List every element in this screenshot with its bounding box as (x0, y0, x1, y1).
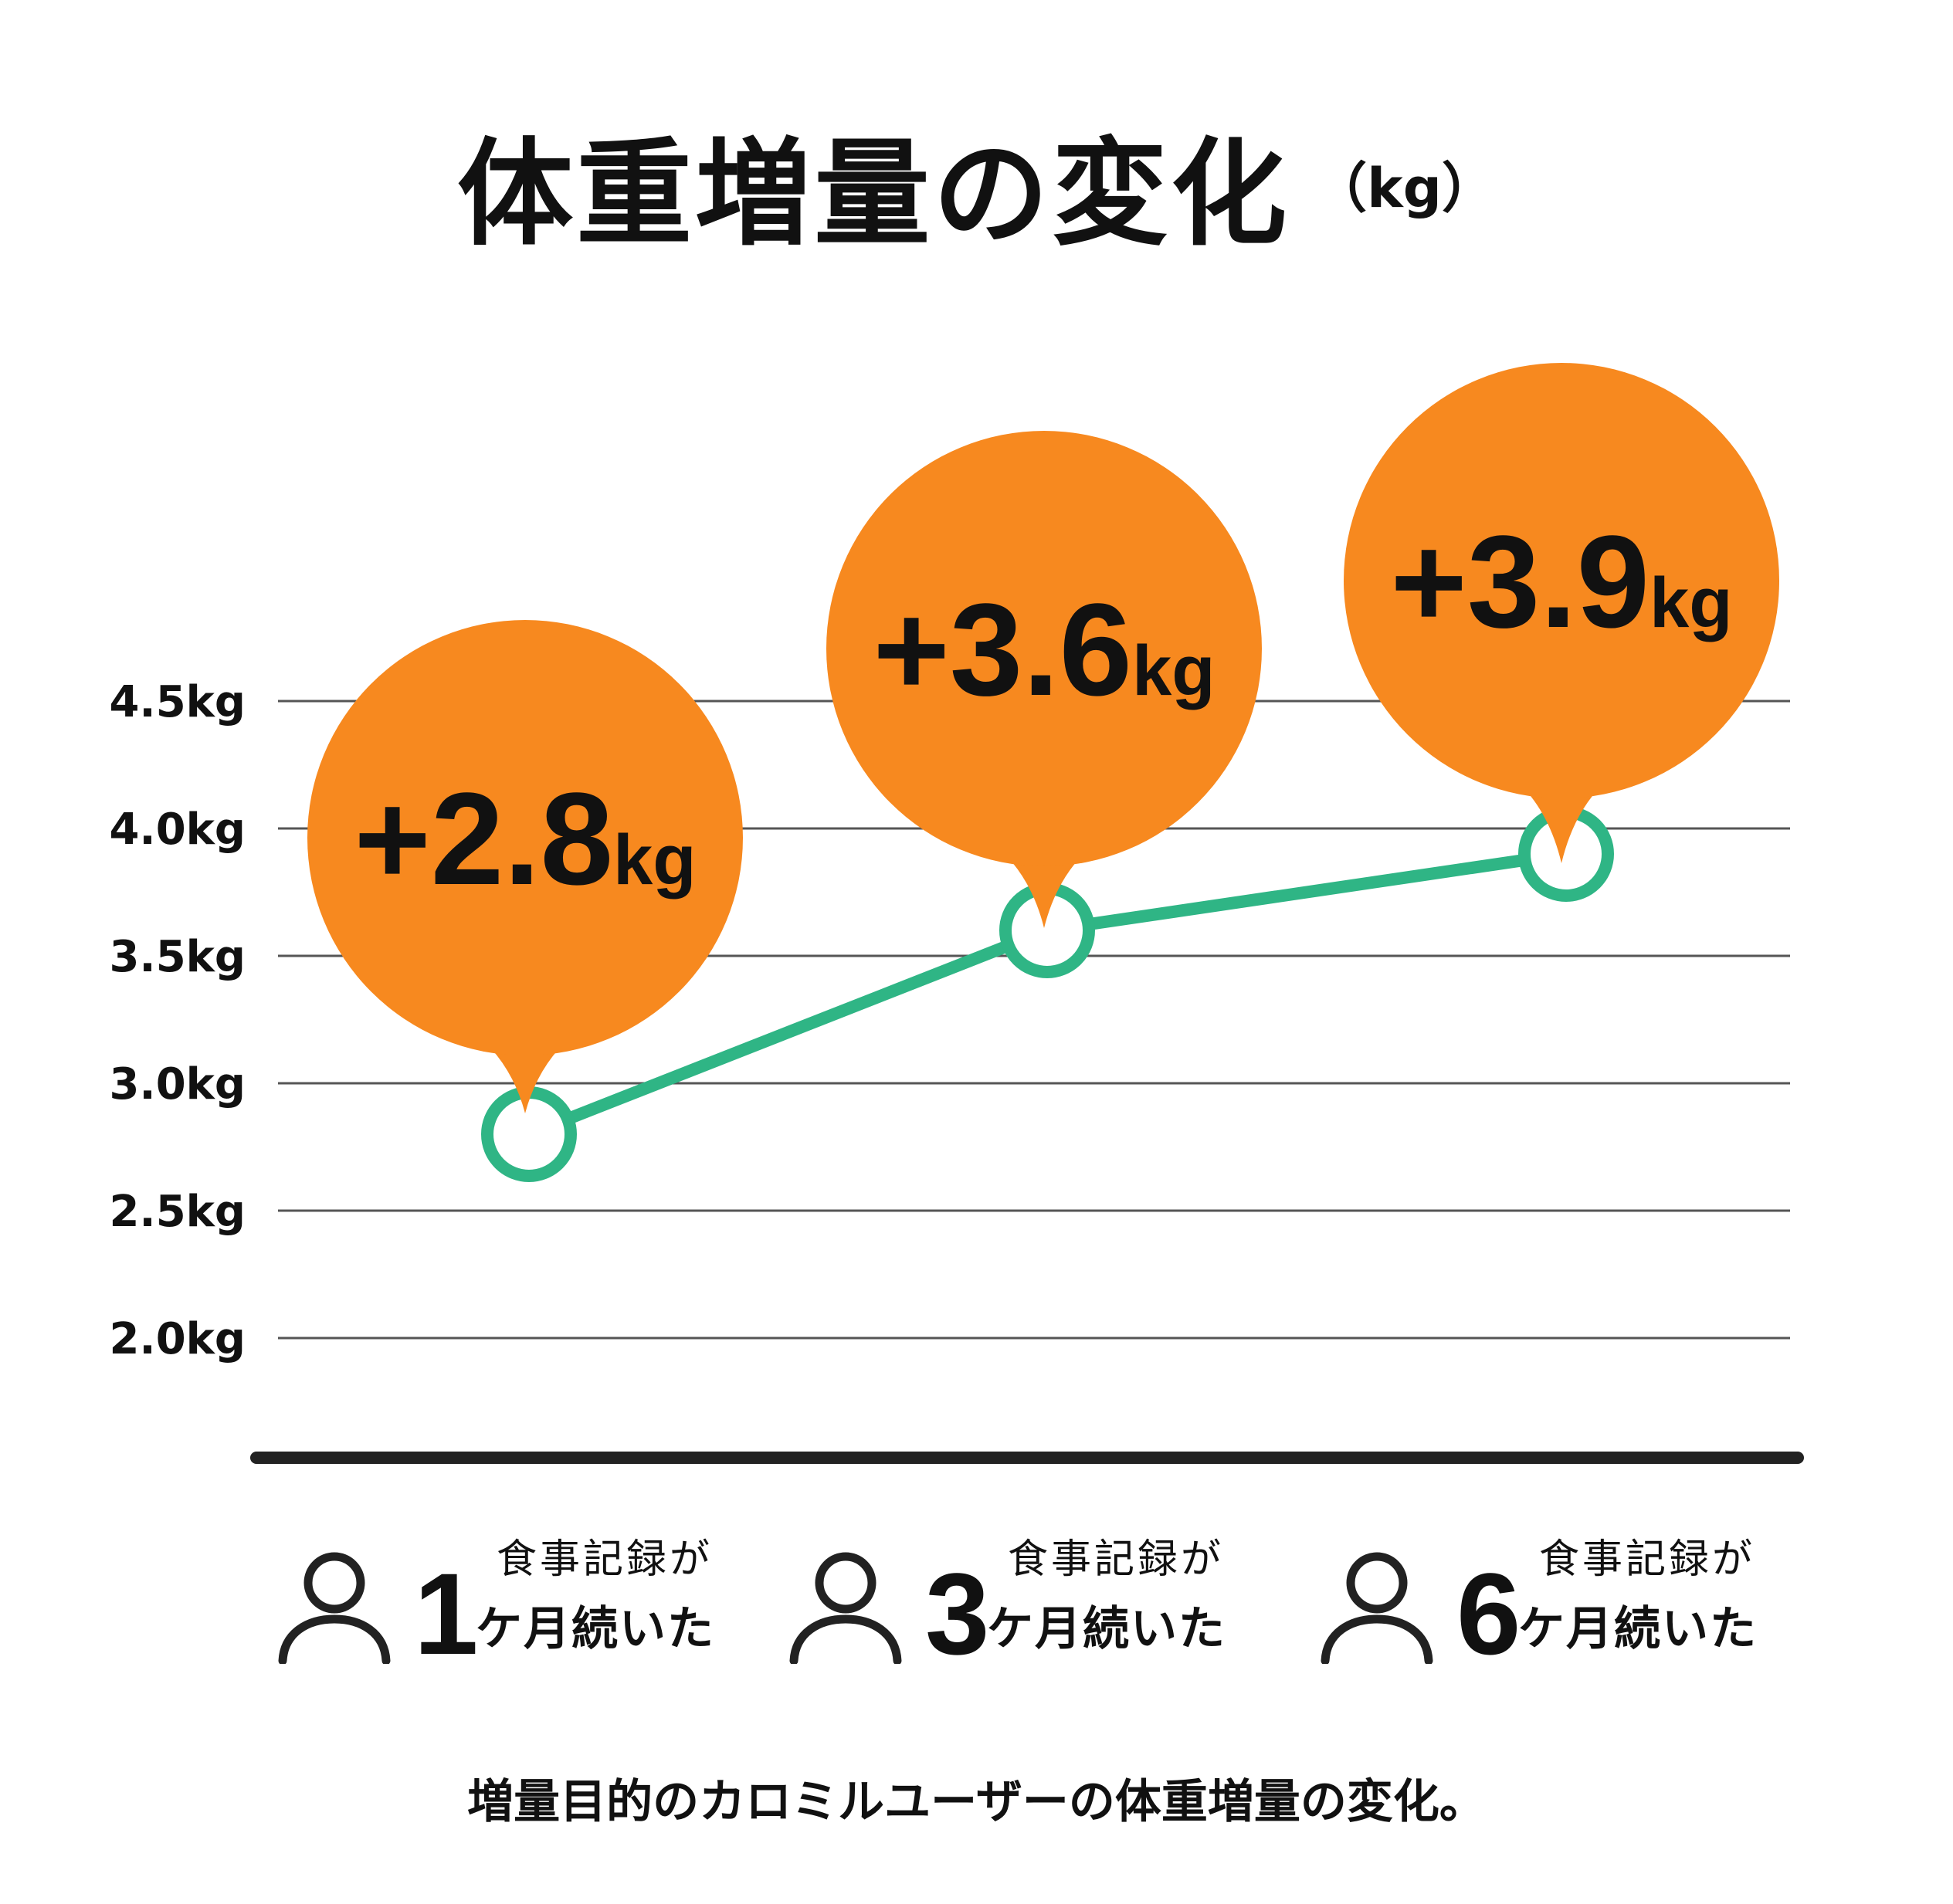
y-tick-label: 4.0kg (109, 805, 246, 855)
category-label-0: 1 食事記録が ケ月続いた (276, 1533, 771, 1672)
y-tick-label: 2.5kg (109, 1187, 246, 1237)
chart-title: 体重増量の変化 (457, 127, 1290, 262)
data-label-value: +3.9 (1391, 509, 1650, 656)
data-label-bubble: +3.9kg (1344, 363, 1779, 863)
data-label-bubble: +3.6kg (826, 431, 1262, 928)
y-tick-label: 2.0kg (109, 1314, 246, 1364)
data-point (481, 1086, 577, 1182)
category-top-text: 食事記録が (1008, 1536, 1225, 1583)
y-tick-label: 3.5kg (109, 932, 246, 982)
category-number: 1 (414, 1549, 479, 1679)
person-icon (789, 1552, 902, 1664)
category-label-2: 6 食事記録が ケ月続いた (1319, 1533, 1813, 1672)
person-icon (1321, 1552, 1433, 1664)
data-label-unit: kg (613, 821, 696, 899)
category-bottom-text: ケ月続いた (987, 1602, 1226, 1656)
y-axis-labels: 4.5kg 4.0kg 3.5kg 3.0kg 2.5kg 2.0kg (109, 677, 246, 1364)
category-bottom-text: ケ月続いた (1518, 1602, 1758, 1656)
category-top-text: 食事記録が (1539, 1536, 1756, 1583)
person-icon (278, 1552, 391, 1664)
y-tick-label: 4.5kg (109, 677, 246, 727)
data-label: +3.9kg (1391, 509, 1733, 656)
category-number: 3 (925, 1549, 990, 1679)
category-bottom-text: ケ月続いた (476, 1602, 715, 1656)
data-label: +2.8kg (354, 766, 697, 913)
data-points (481, 806, 1614, 1182)
bubble-circle (826, 431, 1262, 866)
category-label-1: 3 食事記録が ケ月続いた (788, 1533, 1282, 1672)
category-number: 6 (1456, 1549, 1521, 1679)
data-label-value: +3.6 (873, 577, 1133, 723)
data-label-value: +2.8 (354, 766, 614, 913)
category-top-text: 食事記録が (497, 1536, 714, 1583)
data-label-unit: kg (1132, 632, 1215, 710)
chart-title-block: 体重増量の変化 （kg） (0, 100, 1953, 268)
chart-caption: 増量目的のカロミルユーザーの体重増量の変化。 (467, 1775, 1486, 1829)
bubble-circle (1344, 363, 1779, 798)
data-label-bubble: +2.8kg (307, 620, 743, 1113)
data-label: +3.6kg (873, 577, 1216, 723)
y-tick-label: 3.0kg (109, 1059, 246, 1110)
bubble-circle (307, 620, 743, 1055)
data-label-unit: kg (1650, 564, 1732, 642)
data-label-bubbles: +2.8kg+3.6kg+3.9kg (307, 363, 1779, 1113)
chart-title-unit: （kg） (1313, 157, 1496, 220)
